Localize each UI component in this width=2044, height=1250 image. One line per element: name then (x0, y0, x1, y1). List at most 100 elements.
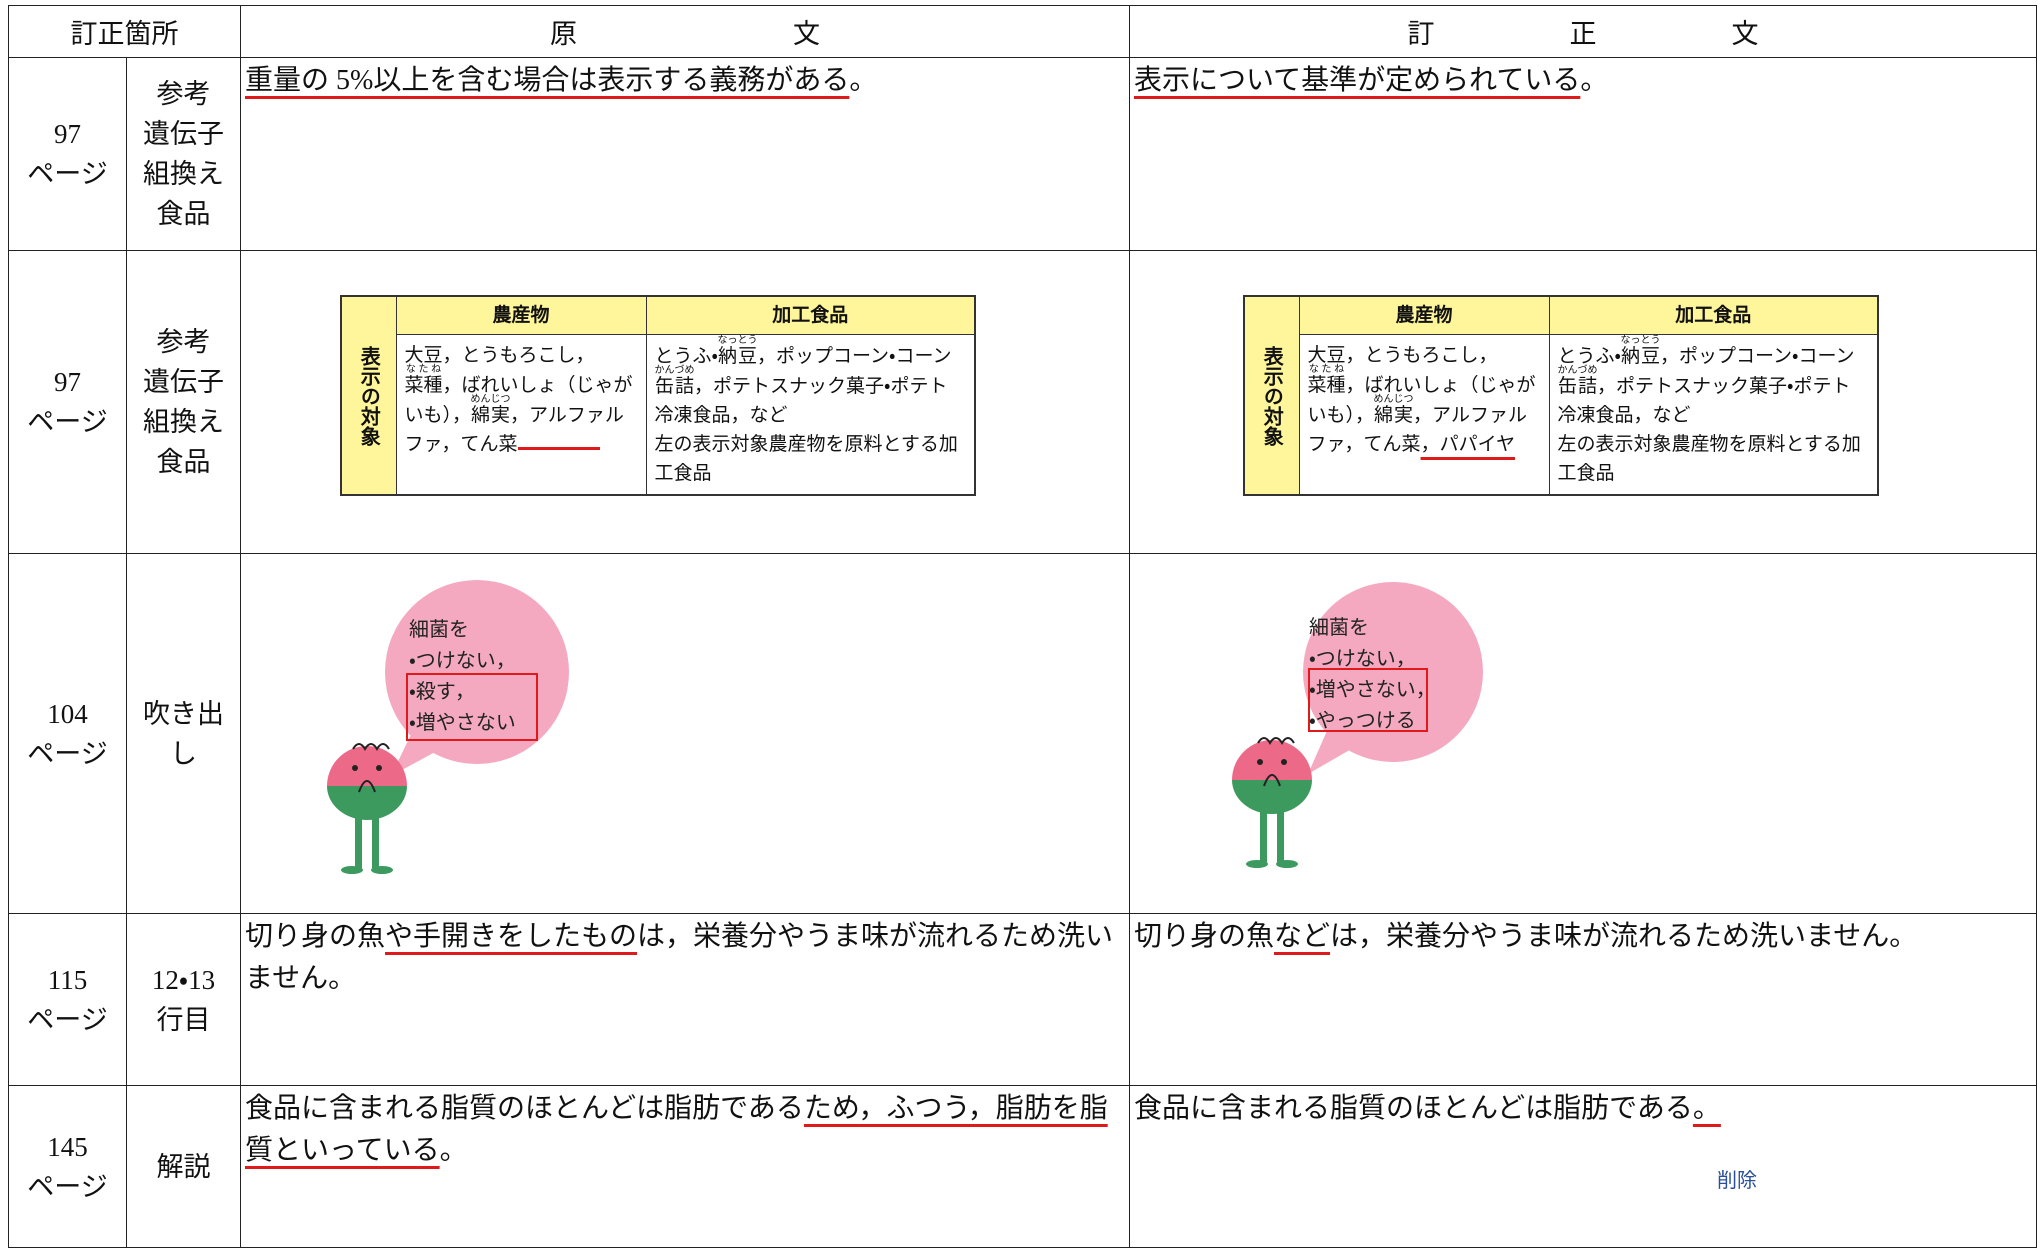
ruby-group: 菜種なたね (404, 364, 443, 396)
text-segment: 。 (439, 1135, 468, 1166)
bubble-line: ・やっつける (1309, 708, 1416, 732)
bubble-line: 細菌を (409, 617, 469, 641)
corrected-cell: 細菌を ・つけない， ・増やさない， ・やっつける (1129, 553, 2037, 914)
ruby-group: 缶詰かんづめ (1557, 365, 1598, 397)
figure-header: 加工食品 (1548, 295, 1879, 335)
corrected-wrap: 食品に含まれる脂質のほとんどは脂肪である。 削除 (1130, 1086, 2036, 1244)
figure-header: 加工食品 (645, 295, 976, 335)
ruby-group: 缶詰かんづめ (654, 365, 695, 397)
original-cell: 表示の対象 農産物 加工食品 大豆，とうもろこし，菜種なたね，ばれいしょ（じゃが… (240, 250, 1130, 554)
page-cell: 115 ページ (8, 913, 127, 1086)
ruby-group: 綿実めんじつ (1373, 394, 1414, 426)
text-segment: 菜種 (404, 374, 443, 396)
page-unit: ページ (27, 1004, 108, 1035)
page-cell: 97 ページ (8, 57, 127, 251)
text-segment: 。 (849, 65, 878, 96)
processed-cell: とうふ・納豆なっとう，ポップコーン・コーン缶詰かんづめ，ポテトスナック菓子・ポテ… (1548, 334, 1879, 496)
text-segment: 納豆 (1620, 345, 1661, 367)
row: 104 ページ 吹き出 し 細菌を ・つけない， ・殺す， ・増やさない 細菌を … (8, 553, 2037, 914)
page-cell: 145 ページ (8, 1085, 127, 1248)
text-segment: 食品に含まれる脂質のほとんどは脂肪である (1134, 1093, 1693, 1124)
bubble-text: 細菌を ・つけない， ・殺す， ・増やさない (409, 614, 516, 738)
text-segment: 切り身の魚 (245, 921, 386, 952)
page-cell: 104 ページ (8, 553, 127, 914)
processed-text: とうふ・納豆なっとう，ポップコーン・コーン缶詰かんづめ，ポテトスナック菓子・ポテ… (1557, 335, 1855, 426)
ruby-text: めんじつ (470, 394, 511, 405)
text-segment: ，ポップコーン・コーン (756, 345, 952, 367)
location-cell: 参考 遺伝子 組換え 食品 (126, 250, 241, 554)
figure-table: 表示の対象 農産物 加工食品 大豆，とうもろこし，菜種なたね，ばれいしょ（じゃが… (1243, 295, 1879, 496)
text-segment: 納豆 (717, 345, 758, 367)
ruby-text: なっとう (717, 335, 758, 346)
row: 145 ページ 解説 食品に含まれる脂質のほとんどは脂肪であるため，ふつう，脂肪を… (8, 1085, 2037, 1248)
processed-note: 左の表示対象農産物を原料とする加工食品 (654, 433, 958, 484)
crops-cell: 大豆，とうもろこし，菜種なたね，ばれいしょ（じゃがいも），綿実めんじつ，アルファ… (395, 334, 647, 496)
text-segment: など (1274, 921, 1331, 952)
highlight-box (1308, 668, 1428, 732)
text-segment: ため，ふつう，脂肪を脂質といっている (245, 1093, 1108, 1166)
header-row: 訂正箇所 原 文 訂 正 文 (8, 5, 2037, 58)
location-cell: 吹き出 し (126, 553, 241, 914)
processed-text: とうふ・納豆なっとう，ポップコーン・コーン缶詰かんづめ，ポテトスナック菓子・ポテ… (654, 335, 952, 426)
page-unit: ページ (27, 159, 108, 189)
side-label: 表示の対象 (340, 295, 397, 496)
bubble-text: 細菌を ・つけない， ・増やさない， ・やっつける (1309, 612, 1436, 736)
bubble-line: 細菌を (1309, 615, 1369, 639)
page-cell: 97 ページ (8, 250, 127, 554)
text-segment: 重量の 5%以上を含む場合は表示する義務がある (245, 65, 850, 96)
page-number: 97 (54, 367, 81, 397)
crops-text: 大豆，とうもろこし，菜種なたね，ばれいしょ（じゃがいも），綿実めんじつ，アルファ… (1308, 344, 1536, 455)
page-number: 145 (47, 1131, 88, 1162)
row: 97 ページ 参考 遺伝子 組換え 食品 表示の対象 農産物 加工食品 大豆，とう… (8, 250, 2037, 554)
text-segment: は，栄養分やうま味が流れるため洗いません。 (1330, 921, 1918, 952)
bubble-line: ・殺す， (409, 679, 475, 703)
side-label: 表示の対象 (1243, 295, 1300, 496)
header-cell: 原 文 (240, 5, 1130, 58)
text-segment: 綿実 (1373, 404, 1414, 426)
character-art (327, 580, 569, 874)
text-segment: ，アルファルファ，てん菜 (1307, 404, 1528, 455)
figure-table: 表示の対象 農産物 加工食品 大豆，とうもろこし，菜種なたね，ばれいしょ（じゃが… (340, 295, 976, 496)
corrected-text: 食品に含まれる脂質のほとんどは脂肪である。 (1130, 1086, 2036, 1132)
corrected-cell: 表示の対象 農産物 加工食品 大豆，とうもろこし，菜種なたね，ばれいしょ（じゃが… (1129, 250, 2037, 554)
ruby-text: かんづめ (654, 365, 695, 376)
text-segment: 食品に含まれる脂質のほとんどは脂肪である (245, 1093, 804, 1124)
text-segment: ，アルファルファ，てん菜 (404, 404, 624, 455)
location-cell: 12・13 行目 (126, 913, 241, 1086)
ruby-group: 納豆なっとう (717, 335, 758, 367)
text-segment: 表示について基準が定められている (1134, 65, 1581, 96)
text-segment: とうふ・ (1557, 345, 1621, 367)
location-cell: 解説 (126, 1085, 241, 1248)
text-segment: 大豆，とうもろこし， (404, 344, 595, 366)
text-segment: 缶詰 (654, 375, 695, 397)
bubble-line: ・つけない， (409, 648, 516, 672)
corrected-text: 切り身の魚などは，栄養分やうま味が流れるため洗いません。 (1130, 914, 2036, 960)
page-number: 115 (47, 964, 88, 995)
page-number: 97 (54, 119, 81, 149)
location-cell: 参考 遺伝子 組換え 食品 (126, 57, 241, 251)
text-segment: 。 (1692, 1093, 1721, 1124)
ruby-text: かんづめ (1557, 365, 1598, 376)
corrected-cell: 切り身の魚などは，栄養分やうま味が流れるため洗いません。 (1129, 913, 2037, 1086)
original-cell: 重量の 5%以上を含む場合は表示する義務がある。 (240, 57, 1130, 251)
original-cell: 食品に含まれる脂質のほとんどは脂肪であるため，ふつう，脂肪を脂質といっている。 (240, 1085, 1130, 1248)
text-segment: ，ポテトスナック菓子・ポテト冷凍食品，など (654, 375, 948, 426)
ruby-group: 菜種なたね (1308, 364, 1346, 396)
page-unit: ページ (27, 407, 108, 437)
corrected-text: 表示について基準が定められている。 (1130, 58, 2036, 104)
ruby-text: めんじつ (1373, 394, 1414, 405)
figure-body-row: 大豆，とうもろこし，菜種なたね，ばれいしょ（じゃがいも），綿実めんじつ，アルファ… (1244, 334, 1879, 496)
text-segment: 缶詰 (1557, 375, 1598, 397)
bubble-line: ・増やさない， (1309, 677, 1436, 701)
text-segment: とうふ・ (654, 345, 718, 367)
original-cell: 細菌を ・つけない， ・殺す， ・増やさない (240, 553, 1130, 914)
crops-cell: 大豆，とうもろこし，菜種なたね，ばれいしょ（じゃがいも），綿実めんじつ，アルファ… (1298, 334, 1550, 496)
figure-header: 農産物 (1298, 295, 1550, 335)
original-text: 重量の 5%以上を含む場合は表示する義務がある。 (241, 58, 1129, 104)
text-segment: ，ばれいしょ（じゃがいも）， (1307, 374, 1536, 426)
text-segment: 。 (1580, 65, 1609, 96)
processed-cell: とうふ・納豆なっとう，ポップコーン・コーン缶詰かんづめ，ポテトスナック菓子・ポテ… (645, 334, 976, 496)
text-segment: 綿実 (470, 404, 511, 426)
